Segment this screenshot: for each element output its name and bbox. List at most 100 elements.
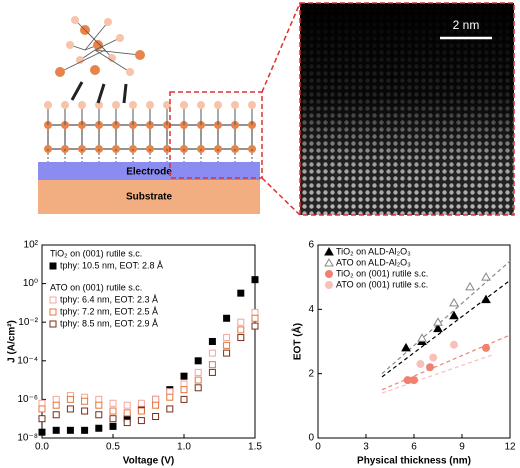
data-point	[81, 426, 89, 434]
atom	[248, 101, 256, 109]
data-point	[223, 314, 231, 322]
data-point	[152, 395, 160, 403]
atom	[180, 101, 188, 109]
data-point	[208, 349, 216, 357]
data-point	[38, 399, 46, 407]
x-axis-label: Voltage (V)	[123, 456, 174, 467]
scale-bar-label: 2 nm	[453, 18, 480, 32]
data-point	[237, 318, 245, 326]
data-point	[482, 343, 490, 352]
atom	[135, 50, 145, 60]
legend-label: ATO on ALD-Al₂O₃	[336, 257, 411, 267]
layer-label: Electrode	[126, 167, 172, 178]
data-point	[109, 415, 117, 423]
y-axis-label: J (A/cm²)	[7, 320, 18, 363]
data-point	[52, 401, 60, 409]
atom	[104, 18, 112, 26]
bond	[94, 49, 131, 73]
data-point	[95, 401, 103, 409]
data-point	[66, 405, 74, 413]
atom	[214, 101, 222, 109]
atom	[66, 41, 74, 49]
data-point	[81, 407, 89, 415]
arrow	[70, 81, 84, 101]
x-tick-label: 12	[504, 442, 516, 453]
data-point	[223, 334, 231, 342]
y-tick-label: 10⁰	[23, 278, 38, 289]
legend-marker	[49, 320, 57, 328]
atom	[126, 68, 134, 76]
bond	[84, 21, 109, 51]
data-point	[208, 368, 216, 376]
atom	[163, 101, 171, 109]
schematic: Electrode Substrate	[38, 16, 260, 214]
plot-frame	[41, 244, 256, 439]
data-point	[137, 417, 145, 425]
data-point	[166, 405, 174, 413]
data-point	[38, 415, 46, 423]
data-point	[52, 426, 60, 434]
y-tick-label: 0	[308, 433, 314, 444]
bond	[59, 49, 106, 73]
data-point	[417, 333, 427, 342]
x-tick-label: 6	[411, 442, 417, 453]
y-tick-label: 10²	[24, 240, 39, 251]
data-point	[95, 424, 103, 432]
legend-marker	[49, 262, 57, 270]
y-tick-label: 2	[308, 368, 314, 379]
layer-label: Substrate	[126, 192, 173, 203]
data-point	[223, 349, 231, 357]
zoom-box	[169, 2, 301, 216]
data-point	[180, 372, 188, 380]
y-tick-label: 10⁻⁸	[17, 433, 38, 444]
legend-label: tphy: 6.4 nm, EOT: 2.3 Å	[60, 294, 158, 304]
atom	[197, 101, 205, 109]
data-point	[180, 395, 188, 403]
data-point	[81, 397, 89, 405]
data-point	[137, 407, 145, 415]
atom	[95, 101, 103, 109]
atom	[90, 65, 100, 75]
x-tick-label: 1.5	[248, 442, 262, 453]
fit-line	[381, 334, 511, 391]
bond	[94, 49, 141, 56]
data-point	[465, 281, 475, 291]
y-tick-label: 6	[308, 240, 314, 251]
data-point	[208, 338, 216, 345]
atom	[55, 67, 65, 77]
legend-marker	[325, 270, 333, 278]
atom	[71, 16, 79, 24]
legend-header: TiO₂ on (001) rutile s.c.	[50, 248, 142, 258]
data-point	[123, 401, 131, 409]
data-point	[449, 297, 459, 307]
atom	[44, 101, 52, 109]
data-point	[223, 341, 231, 349]
data-point	[251, 314, 259, 322]
legend-label: TiO₂ on (001) rutile s.c.	[336, 268, 428, 278]
atom	[112, 101, 120, 109]
legend-label: ATO on (001) rutile s.c.	[336, 279, 428, 289]
legend-label: tphy: 7.2 nm, EOT: 2.5 Å	[60, 306, 158, 316]
legend-marker	[49, 296, 57, 304]
chart: 0 3 6 9 12 0 2 4 6 Physical thickness (nm) EOT (Å)…	[291, 240, 516, 467]
data-point	[38, 428, 46, 436]
fit-line	[381, 279, 511, 378]
y-tick-label: 10⁻⁶	[17, 394, 38, 405]
data-point	[450, 340, 458, 349]
data-point	[109, 407, 117, 415]
data-point	[237, 334, 245, 342]
bond	[94, 37, 121, 51]
data-point	[194, 357, 202, 365]
data-point	[251, 308, 259, 316]
data-point	[429, 353, 438, 362]
legend-label: TiO₂ on ALD-Al₂O₃	[336, 246, 411, 256]
atom	[108, 54, 116, 62]
x-tick-label: 0	[315, 442, 321, 453]
data-point	[109, 399, 117, 407]
legend-label: tphy: 8.5 nm, EOT: 2.9 Å	[60, 318, 158, 328]
data-point	[449, 310, 459, 320]
data-point	[481, 272, 491, 281]
data-point	[109, 422, 117, 430]
data-point	[123, 419, 131, 427]
data-point	[251, 276, 259, 284]
